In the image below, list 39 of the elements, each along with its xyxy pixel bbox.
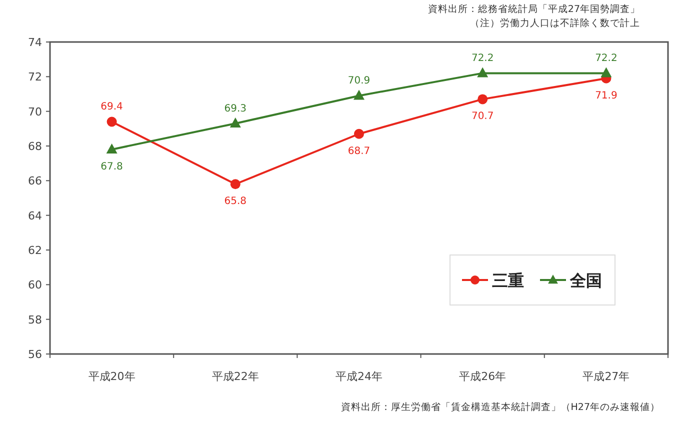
y-tick-label: 66 (28, 174, 42, 188)
y-tick-label: 70 (28, 105, 42, 118)
text: 資料出所：厚生労働省「賃金構造基本統計調査」（H27年のみ速報値） (340, 401, 660, 413)
data-label: 65.8 (224, 196, 247, 208)
data-label: 68.7 (348, 146, 370, 157)
y-tick-label: 74 (28, 36, 42, 49)
y-tick-label: 56 (28, 348, 42, 361)
x-tick-label: 平成26年 (459, 370, 506, 383)
legend-label: 三重 (492, 271, 524, 290)
text: （注）労働力人口は不詳除く数で計上 (470, 17, 640, 29)
y-tick-label: 68 (28, 140, 42, 153)
x-tick-label: 平成27年 (582, 370, 630, 383)
y-tick-label: 58 (28, 313, 42, 326)
data-label: 69.3 (224, 103, 247, 114)
point (354, 128, 364, 139)
data-label: 69.4 (100, 102, 123, 113)
point (600, 67, 612, 78)
y-tick-label: 62 (28, 244, 42, 257)
text: 資料出所：総務省統計局「平成27年国勢調査」 (428, 3, 640, 15)
point (106, 143, 118, 154)
legend-label: 全国 (569, 271, 602, 290)
x-tick-label: 平成22年 (212, 370, 259, 383)
point (354, 90, 364, 100)
data-label: 70.7 (471, 111, 494, 122)
y-tick-label: 64 (28, 209, 42, 222)
point (230, 179, 240, 190)
data-label: 72.2 (595, 53, 618, 64)
data-label: 72.2 (471, 53, 494, 64)
x-tick-label: 平成20年 (88, 370, 136, 383)
point (106, 116, 117, 127)
data-label: 67.8 (100, 161, 123, 172)
y-tick-label: 72 (28, 70, 42, 84)
point (477, 67, 488, 78)
x-tick-label: 平成24年 (336, 370, 382, 383)
data-label: 70.9 (348, 76, 370, 87)
point (230, 117, 241, 128)
data-label: 71.9 (595, 90, 618, 102)
point (478, 94, 488, 104)
y-tick-label: 60 (28, 278, 42, 292)
